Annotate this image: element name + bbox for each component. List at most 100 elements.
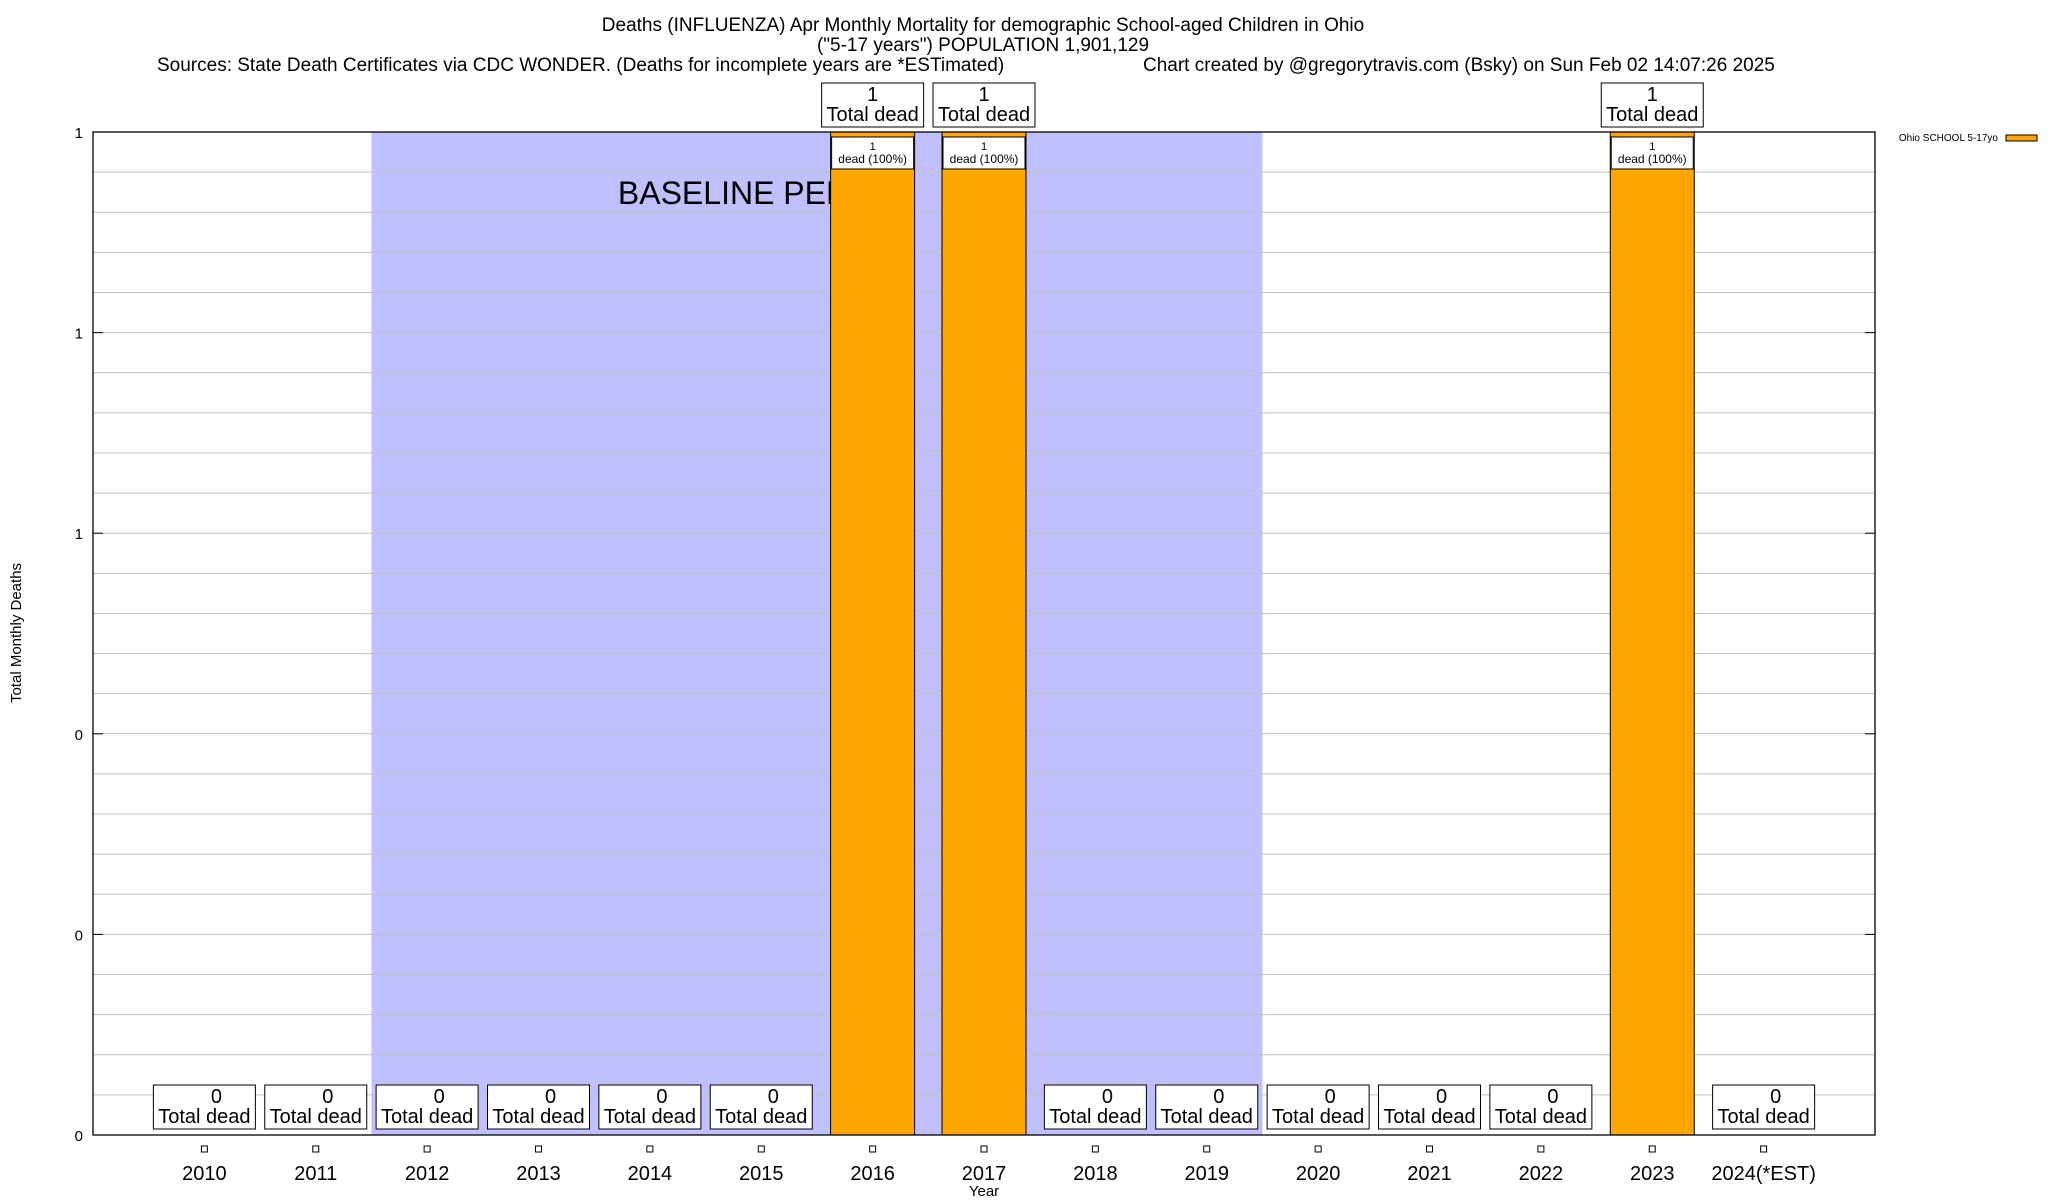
total-label-box	[1600, 82, 1704, 128]
legend-swatch	[2005, 134, 2038, 142]
x-tick-label: 2024(*EST)	[1711, 1163, 1816, 1185]
total-text: Total dead	[158, 1106, 250, 1128]
total-value: 1	[867, 84, 878, 106]
x-tick-label: 2017	[962, 1163, 1007, 1185]
total-text: Total dead	[715, 1106, 807, 1128]
total-value: 0	[1213, 1086, 1224, 1108]
bar-value: 1	[870, 141, 876, 153]
chart-credit: Chart created by @gregorytravis.com (Bsk…	[1143, 55, 1775, 76]
total-label-box	[487, 1084, 590, 1130]
total-value: 0	[211, 1086, 222, 1108]
total-text: Total dead	[938, 104, 1030, 126]
total-text: Total dead	[1049, 1106, 1141, 1128]
bar-value: 1	[981, 141, 987, 153]
y-axis-label: Total Monthly Deaths	[8, 563, 25, 703]
bar	[941, 131, 1027, 1136]
x-tick-label: 2023	[1630, 1163, 1675, 1185]
x-tick-marker	[312, 1145, 320, 1153]
total-label-box	[932, 82, 1036, 128]
bar-label-box	[831, 136, 915, 170]
x-tick-marker	[1314, 1145, 1322, 1153]
total-label-box	[1712, 1084, 1816, 1130]
total-label-box	[1489, 1084, 1593, 1130]
total-label-box	[264, 1084, 368, 1130]
x-tick-marker	[646, 1145, 654, 1153]
total-value: 0	[434, 1086, 445, 1108]
total-text: Total dead	[492, 1106, 584, 1128]
total-value: 0	[1325, 1086, 1336, 1108]
y-tick-label: 1	[75, 526, 83, 543]
x-tick-marker	[757, 1145, 765, 1153]
total-label-box	[375, 1084, 479, 1130]
total-text: Total dead	[1606, 104, 1698, 126]
total-value: 0	[656, 1086, 667, 1108]
total-text: Total dead	[270, 1106, 362, 1128]
x-axis-label: Year	[969, 1183, 999, 1200]
x-tick-label: 2010	[182, 1163, 227, 1185]
total-value: 0	[1102, 1086, 1113, 1108]
x-tick-label: 2019	[1185, 1163, 1230, 1185]
total-value: 1	[1647, 84, 1658, 106]
total-value: 0	[545, 1086, 556, 1108]
total-label-box	[1378, 1084, 1481, 1130]
y-tick-label: 1	[75, 326, 83, 343]
total-label-box	[152, 1084, 256, 1130]
x-tick-marker	[1426, 1145, 1433, 1153]
chart-sources: Sources: State Death Certificates via CD…	[157, 55, 1004, 76]
x-tick-label: 2016	[850, 1163, 895, 1185]
total-text: Total dead	[1161, 1106, 1253, 1128]
bar-value: 1	[1649, 141, 1655, 153]
total-text: Total dead	[604, 1106, 696, 1128]
x-tick-label: 2012	[405, 1163, 450, 1185]
x-tick-label: 2011	[294, 1163, 337, 1185]
total-label-box	[1266, 1084, 1370, 1130]
bar	[1609, 131, 1695, 1136]
bar-label-box	[942, 136, 1026, 170]
total-value: 1	[978, 84, 989, 106]
chart-title-line-1: Deaths (INFLUENZA) Apr Monthly Mortality…	[602, 15, 1364, 36]
x-tick-label: 2018	[1073, 1163, 1118, 1185]
x-tick-marker	[980, 1145, 988, 1153]
bar-value-text: dead (100%)	[1618, 152, 1687, 166]
x-tick-marker	[1203, 1145, 1211, 1153]
total-value: 0	[1547, 1086, 1558, 1108]
x-tick-marker	[1091, 1145, 1099, 1153]
x-tick-marker	[1537, 1145, 1545, 1153]
x-tick-marker	[535, 1145, 542, 1153]
x-tick-marker	[423, 1145, 431, 1153]
bar	[830, 131, 916, 1136]
total-text: Total dead	[1495, 1106, 1587, 1128]
total-text: Total dead	[826, 104, 918, 126]
x-tick-marker	[869, 1145, 877, 1153]
total-value: 0	[1436, 1086, 1447, 1108]
total-label-box	[1043, 1084, 1147, 1130]
x-tick-label: 2015	[739, 1163, 784, 1185]
total-value: 0	[768, 1086, 779, 1108]
total-text: Total dead	[1717, 1106, 1809, 1128]
x-tick-marker	[1648, 1145, 1656, 1153]
total-text: Total dead	[1272, 1106, 1364, 1128]
total-value: 0	[322, 1086, 333, 1108]
x-tick-marker	[200, 1145, 208, 1153]
total-label-box	[821, 82, 925, 128]
x-tick-label: 2013	[516, 1163, 561, 1185]
y-tick-label: 0	[75, 727, 83, 744]
y-tick-label: 0	[75, 927, 83, 944]
chart-title-line-2: ("5-17 years") POPULATION 1,901,129	[817, 35, 1149, 56]
total-label-box	[1155, 1084, 1259, 1130]
